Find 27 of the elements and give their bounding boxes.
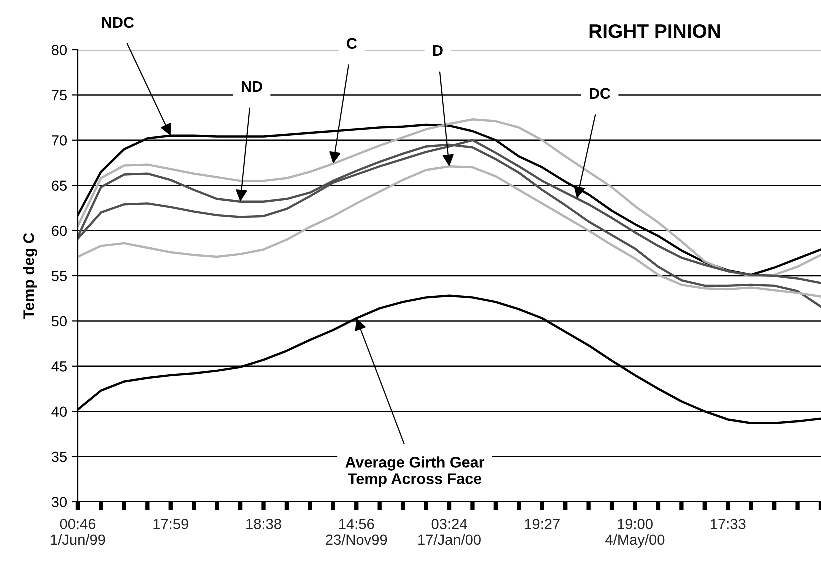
x-tick-label: 03:24 17/Jan/00	[418, 519, 481, 546]
x-tick-label: 19:00 4/May/00	[606, 519, 665, 548]
text: DC	[590, 88, 611, 100]
y-tick-label: 70	[52, 136, 68, 146]
y-tick-label: 60	[52, 226, 68, 236]
text: NDC	[102, 17, 134, 28]
y-tick-label: 50	[52, 316, 68, 327]
y-tick-label: 80	[52, 45, 68, 56]
y-tick-label: 45	[52, 362, 67, 372]
text: D	[434, 45, 443, 56]
x-tick-label: 17:33	[710, 519, 746, 530]
text: C	[347, 38, 358, 50]
y-tick-label: 65	[52, 180, 67, 192]
x-tick-label: 19:27	[525, 519, 560, 530]
x-tick-label: 17:59	[154, 519, 188, 530]
x-tick-label: 00:46 1/Jun/99	[51, 519, 106, 546]
y-axis-title: Temp deg C	[23, 233, 38, 319]
y-tick-label: 35	[52, 452, 67, 462]
text: Average Girth Gear Temp Across Face	[346, 456, 485, 488]
y-tick-label: 75	[52, 90, 67, 101]
y-tick-label: 30	[52, 497, 68, 508]
y-tick-label: 55	[52, 271, 67, 282]
x-tick-label: 14:56 23/Nov99	[326, 519, 388, 546]
x-tick-label: 18:38	[246, 519, 282, 530]
y-tick-label: 40	[52, 406, 68, 418]
chart-title: RIGHT PINION	[590, 24, 720, 38]
text: ND	[242, 81, 262, 92]
